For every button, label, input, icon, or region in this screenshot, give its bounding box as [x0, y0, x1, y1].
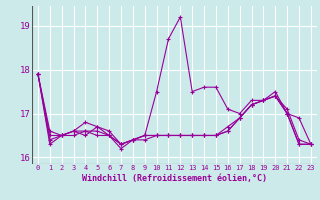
X-axis label: Windchill (Refroidissement éolien,°C): Windchill (Refroidissement éolien,°C) — [82, 174, 267, 183]
